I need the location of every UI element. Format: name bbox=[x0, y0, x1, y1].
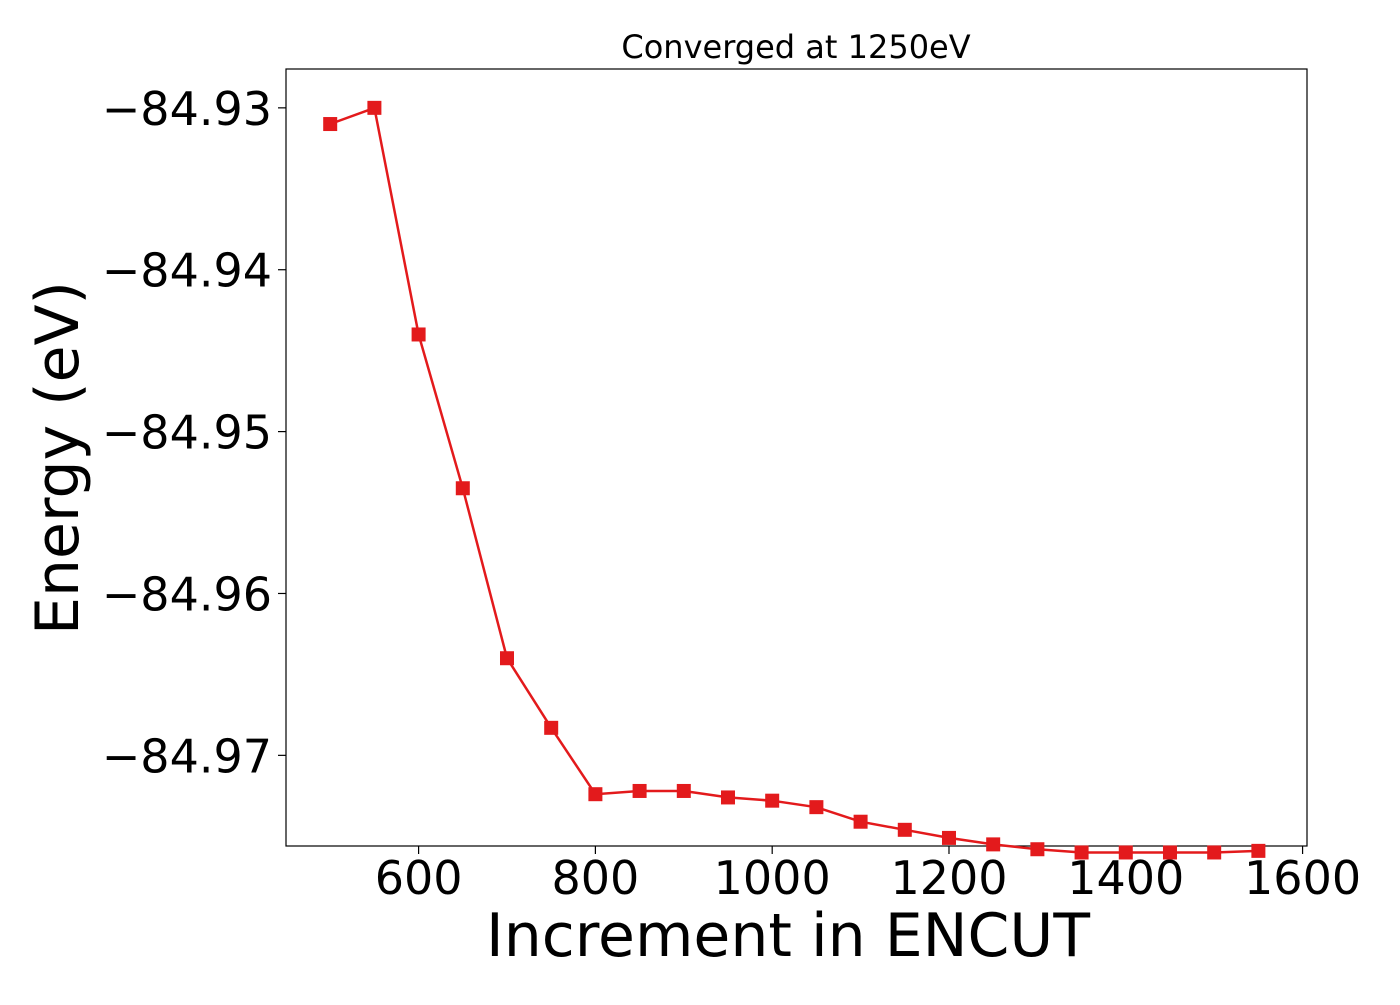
x-tick-label: 1600 bbox=[1244, 851, 1361, 905]
data-point-marker bbox=[809, 800, 824, 815]
x-tick-label: 1400 bbox=[1067, 851, 1184, 905]
data-point-marker bbox=[367, 100, 382, 115]
y-tick-label: −84.97 bbox=[102, 729, 272, 783]
x-tick-label: 1000 bbox=[714, 851, 831, 905]
data-point-marker bbox=[1118, 845, 1133, 860]
plot-area: 600 800 1000 1200 1400 1600 −84.93 −84.94 −84.95… bbox=[102, 68, 1361, 905]
data-point-marker bbox=[765, 793, 780, 808]
plot-frame bbox=[285, 68, 1308, 847]
y-tick-label: −84.94 bbox=[102, 244, 272, 298]
data-point-marker bbox=[986, 837, 1001, 852]
data-point-marker bbox=[1207, 845, 1222, 860]
data-point-marker bbox=[544, 720, 559, 735]
data-point-marker bbox=[1162, 845, 1177, 860]
x-tick-label: 600 bbox=[375, 851, 463, 905]
data-point-marker bbox=[853, 814, 868, 829]
data-point-marker bbox=[632, 783, 647, 798]
y-tick-label: −84.95 bbox=[102, 406, 272, 460]
data-point-marker bbox=[323, 117, 338, 132]
data-point-marker bbox=[1074, 845, 1089, 860]
chart-title: Converged at 1250eV bbox=[621, 28, 970, 66]
data-point-marker bbox=[897, 822, 912, 837]
data-point-marker bbox=[676, 783, 691, 798]
data-point-marker bbox=[499, 651, 514, 666]
data-point-marker bbox=[455, 481, 470, 496]
data-point-marker bbox=[720, 790, 735, 805]
data-point-marker bbox=[588, 787, 603, 802]
y-axis-label: Energy (eV) bbox=[23, 281, 93, 635]
data-point-marker bbox=[1251, 843, 1266, 858]
x-tick-label: 800 bbox=[551, 851, 639, 905]
data-point-marker bbox=[1030, 842, 1045, 857]
x-tick-label: 1200 bbox=[890, 851, 1007, 905]
y-tick-label: −84.93 bbox=[102, 82, 272, 136]
data-point-marker bbox=[411, 327, 426, 342]
series-line bbox=[329, 106, 1259, 854]
y-tick-label: −84.96 bbox=[102, 567, 272, 621]
data-point-marker bbox=[941, 830, 956, 845]
x-axis-label: Increment in ENCUT bbox=[486, 901, 1090, 971]
